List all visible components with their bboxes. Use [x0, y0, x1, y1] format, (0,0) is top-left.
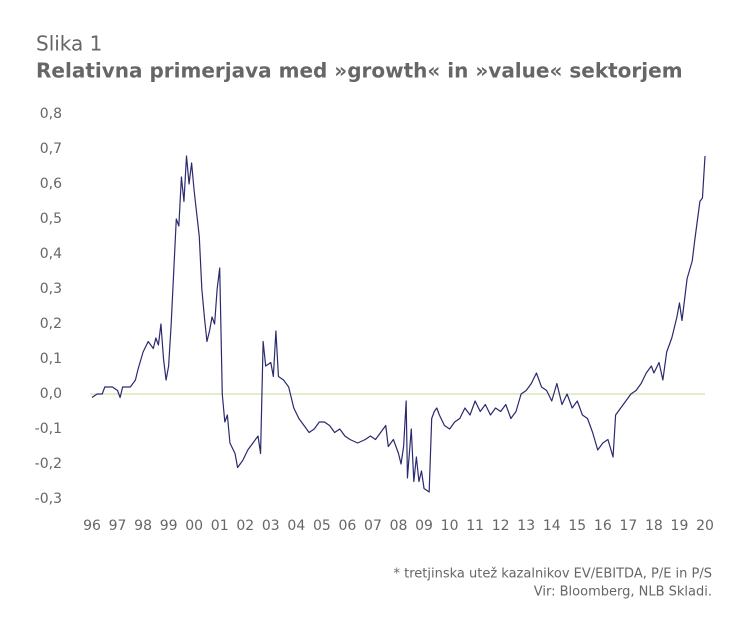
x-tick-label: 02 — [236, 518, 254, 534]
x-tick-label: 98 — [134, 518, 152, 534]
x-tick-label: 00 — [185, 518, 203, 534]
x-tick-label: 14 — [543, 518, 561, 534]
x-tick-label: 09 — [415, 518, 433, 534]
y-tick-label: 0,7 — [40, 141, 62, 157]
x-tick-label: 18 — [645, 518, 663, 534]
source-note: Vir: Bloomberg, NLB Skladi. — [534, 585, 712, 600]
x-tick-label: 99 — [160, 518, 178, 534]
x-tick-label: 06 — [339, 518, 357, 534]
y-tick-label: -0,3 — [35, 491, 62, 507]
y-tick-label: 0,2 — [40, 316, 62, 332]
y-tick-label: 0,3 — [40, 281, 62, 297]
footnote: * tretjinska utež kazalnikov EV/EBITDA, … — [393, 567, 712, 582]
x-tick-label: 15 — [568, 518, 586, 534]
y-tick-label: 0,6 — [40, 176, 62, 192]
x-tick-label: 20 — [696, 518, 714, 534]
x-tick-label: 08 — [390, 518, 408, 534]
x-tick-label: 05 — [313, 518, 331, 534]
x-tick-label: 12 — [492, 518, 510, 534]
y-tick-label: 0,5 — [40, 211, 62, 227]
x-tick-label: 16 — [594, 518, 612, 534]
chart-subtitle: Relativna primerjava med »growth« in »va… — [36, 59, 683, 83]
data-line — [91, 155, 706, 493]
x-tick-label: 04 — [287, 518, 305, 534]
x-tick-label: 17 — [619, 518, 637, 534]
x-tick-label: 97 — [109, 518, 127, 534]
y-tick-label: 0,4 — [40, 246, 62, 262]
x-tick-label: 10 — [441, 518, 459, 534]
x-tick-label: 03 — [262, 518, 280, 534]
y-tick-label: 0,8 — [40, 106, 62, 122]
chart-title: Slika 1 — [36, 32, 102, 56]
y-tick-label: -0,2 — [35, 456, 62, 472]
x-tick-label: 11 — [466, 518, 484, 534]
x-tick-label: 07 — [364, 518, 382, 534]
x-tick-label: 13 — [517, 518, 535, 534]
y-tick-label: -0,1 — [35, 421, 62, 437]
y-tick-label: 0,1 — [40, 351, 62, 367]
x-tick-label: 19 — [671, 518, 689, 534]
y-tick-label: 0,0 — [40, 386, 62, 402]
x-tick-label: 96 — [83, 518, 101, 534]
x-tick-label: 01 — [211, 518, 229, 534]
